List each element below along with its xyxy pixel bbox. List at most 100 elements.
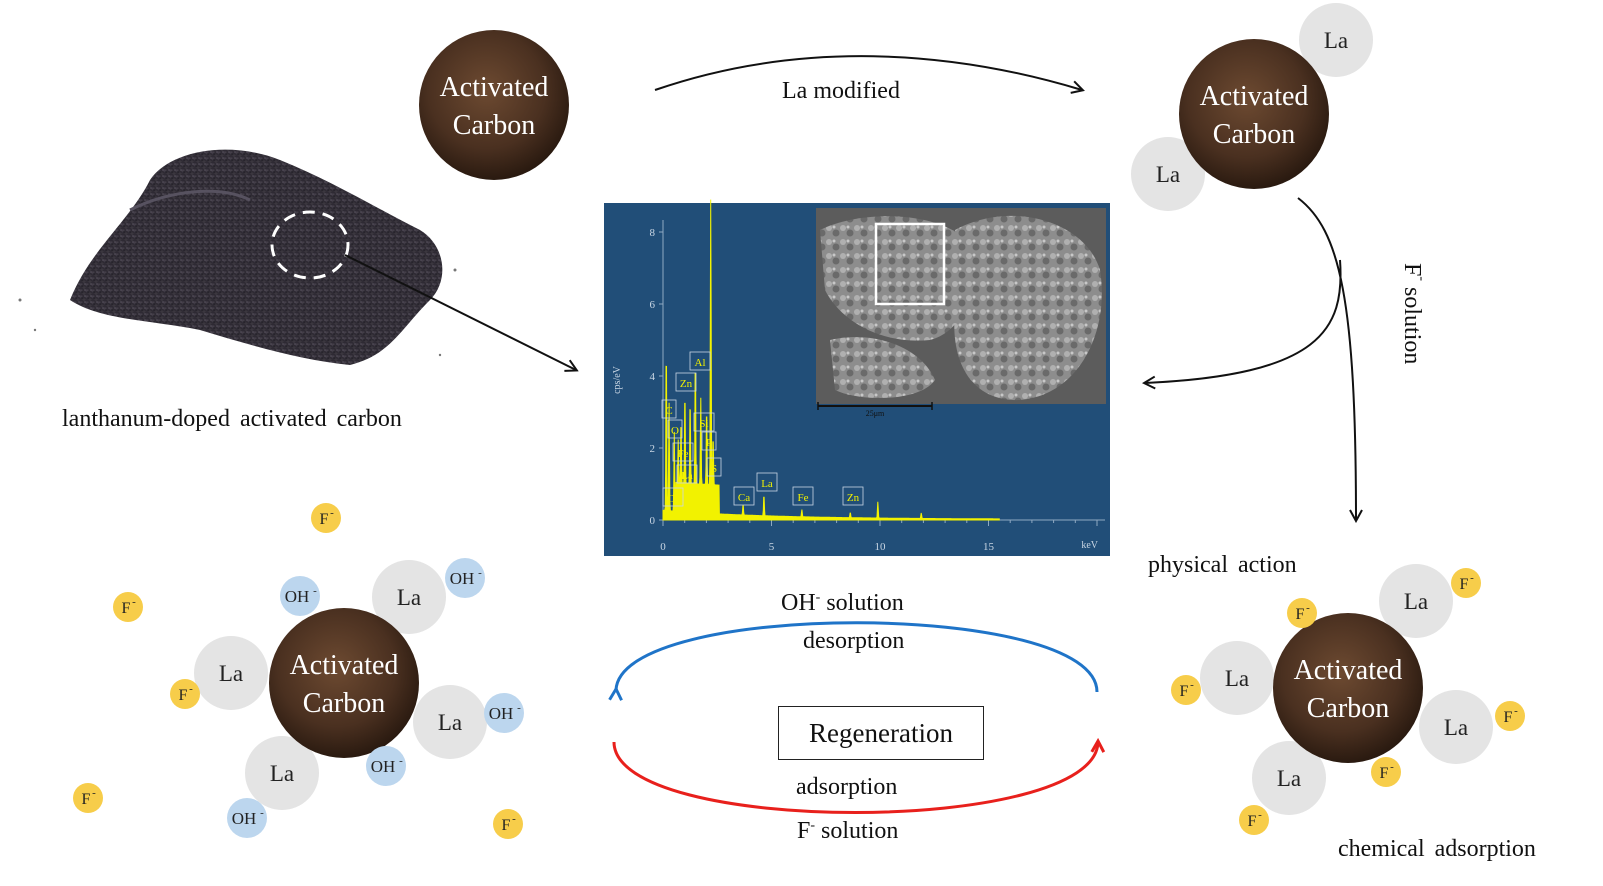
eds-peak-label: La	[681, 470, 693, 482]
carbon-label-line2: Carbon	[1213, 119, 1295, 150]
fluoride-ion: F-	[73, 783, 103, 813]
minus-sign: -	[1190, 679, 1194, 691]
f-symbol: F	[797, 818, 811, 844]
hydroxide-ion: OH -	[280, 576, 320, 616]
oh-symbol: OH	[781, 590, 816, 616]
oh-label: OH	[450, 569, 475, 588]
eds-peak-label: Ca	[667, 493, 679, 505]
minus-sign: -	[1390, 761, 1394, 773]
eds-y-tick-label: 2	[650, 443, 656, 455]
eds-y-axis-label: cps/eV	[612, 365, 623, 394]
regeneration-box: Regeneration	[778, 706, 984, 760]
minus-sign: -	[260, 807, 264, 819]
desorption-arrow	[616, 621, 1099, 692]
f-symbol: F	[1399, 263, 1425, 277]
fluoride-ion: F-	[1171, 675, 1201, 705]
adsorption-arrow	[612, 742, 1098, 814]
eds-peak-box	[842, 486, 864, 506]
la-label: La	[270, 761, 294, 786]
eds-peak-label: C	[665, 405, 672, 417]
la-modified-arrow	[654, 55, 1082, 90]
f-label: F	[1460, 576, 1469, 593]
eds-peak-box	[756, 472, 778, 492]
minus-sign: -	[1470, 572, 1474, 584]
minus-sign: -	[1414, 276, 1429, 282]
eds-peak-box	[733, 486, 755, 506]
zoom-arrow	[344, 254, 576, 370]
f-label: F	[1504, 709, 1513, 726]
carbon-label-line1: Activated	[1200, 81, 1309, 112]
fluoride-ion: F-	[1239, 805, 1269, 835]
carbon-label-line2: Carbon	[453, 110, 535, 141]
eds-x-axis-unit: keV	[1081, 540, 1098, 551]
eds-peak-label: Fe	[798, 492, 809, 504]
eds-x-tick-label: 0	[660, 541, 666, 553]
fluoride-ion: F-	[493, 809, 523, 839]
la-modified-label: La modified	[782, 78, 900, 104]
f-label: F	[1296, 606, 1305, 623]
eds-x-tick-label: 5	[769, 541, 775, 553]
minus-sign: -	[189, 683, 193, 695]
eds-peak-label: Ca	[738, 492, 750, 504]
regenerated-carbon: La La La La Activated Carbon	[194, 560, 487, 810]
carbon-label-line1: Activated	[1294, 655, 1403, 686]
carbon-label-line2: Carbon	[303, 688, 385, 719]
eds-peak-box	[792, 486, 814, 506]
la-label: La	[397, 585, 421, 610]
fluoride-ion: F-	[170, 679, 200, 709]
carbon-label-line1: Activated	[290, 650, 399, 681]
f-label: F	[1248, 813, 1257, 830]
solution-text: solution	[1399, 281, 1425, 365]
eds-y-tick-label: 6	[650, 299, 656, 311]
eds-peak-box	[667, 419, 683, 439]
eds-peak-label: La	[761, 478, 773, 490]
eds-peak-label: O	[671, 425, 679, 437]
oh-label: OH	[232, 809, 257, 828]
carbon-label-line1: Activated	[440, 72, 549, 103]
eds-peak-label: S	[711, 463, 717, 475]
sem-inset-image: 25μm	[816, 208, 1106, 418]
carbon-top-left: Activated Carbon	[419, 30, 569, 180]
la-label: La	[1404, 589, 1428, 614]
f-solution-arrow-down	[1297, 197, 1356, 520]
f-label: F	[1180, 683, 1189, 700]
eds-y-tick-label: 0	[650, 515, 656, 527]
solution-text: solution	[820, 590, 904, 616]
eds-peak-box	[706, 457, 722, 477]
minus-sign: -	[815, 590, 821, 605]
minus-sign: -	[330, 507, 334, 519]
la-modified-carbon: La La Activated Carbon	[1131, 3, 1373, 211]
fluoride-ion: F-	[1371, 757, 1401, 787]
powder-pile-image	[18, 149, 457, 365]
fluoride-ion: F-	[1495, 701, 1525, 731]
powder-caption: lanthanum-doped activated carbon	[62, 406, 402, 432]
f-label: F	[82, 791, 91, 808]
eds-peak-box	[672, 442, 694, 462]
minus-sign: -	[810, 818, 816, 833]
eds-y-tick-label: 8	[650, 227, 656, 239]
minus-sign: -	[1258, 809, 1262, 821]
oh-label: OH	[371, 757, 396, 776]
sem-scale-bar: 25μm	[866, 409, 885, 418]
oh-label: OH	[285, 587, 310, 606]
f-label: F	[502, 817, 511, 834]
eds-peak-box	[662, 487, 684, 507]
hydroxide-ion: OH -	[227, 798, 267, 838]
minus-sign: -	[512, 813, 516, 825]
eds-x-tick-label: 15	[983, 541, 995, 553]
minus-sign: -	[1514, 705, 1518, 717]
la-label: La	[438, 710, 462, 735]
minus-sign: -	[517, 702, 521, 714]
minus-sign: -	[399, 755, 403, 767]
eds-peak-box	[689, 351, 711, 371]
carbon-label-line2: Carbon	[1307, 693, 1389, 724]
solution-text: solution	[815, 818, 899, 844]
fluoride-ion: F-	[311, 503, 341, 533]
minus-sign: -	[92, 787, 96, 799]
la-label: La	[1324, 28, 1348, 53]
eds-peak-box	[676, 464, 698, 484]
f-label: F	[122, 600, 131, 617]
physical-action-label: physical action	[1148, 552, 1297, 578]
eds-peak-label: Al	[695, 357, 706, 369]
